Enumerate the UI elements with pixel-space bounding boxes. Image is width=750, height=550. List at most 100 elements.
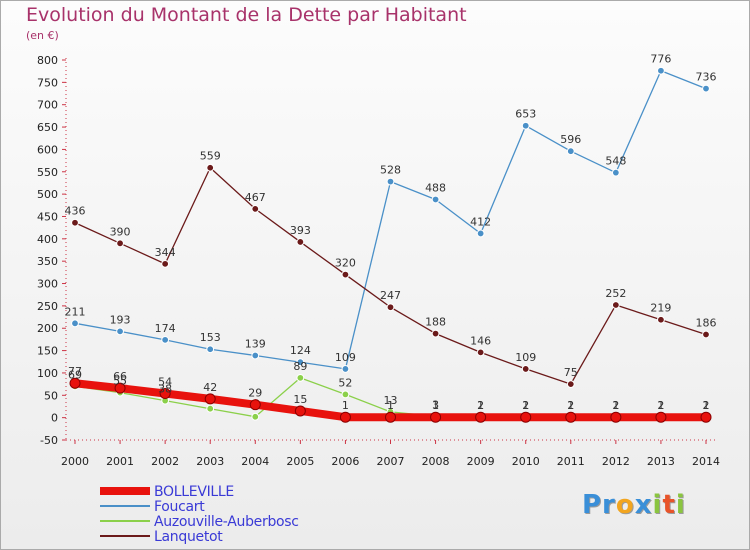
data-label: 320 [335,257,356,270]
y-tick-label: 350 [37,255,58,268]
data-point [341,270,350,279]
x-tick-label: 2010 [512,455,540,468]
data-label: 596 [560,133,581,146]
data-point [521,121,530,130]
data-label: 653 [515,108,536,121]
data-label: 52 [338,376,352,389]
y-tick-label: 250 [37,300,58,313]
data-label: 66 [113,370,127,383]
data-point [339,411,351,423]
logo-part: i [675,490,686,520]
data-point [206,404,215,413]
data-point [341,365,350,373]
legend-label: Lanquetot [154,529,223,545]
data-label: 412 [470,215,491,228]
data-point [206,163,215,172]
legend-label: Auzouville-Auberbosc [154,514,299,530]
y-tick-label: 450 [37,210,58,223]
data-point [430,411,442,423]
data-point [69,377,81,389]
data-label: 247 [380,289,401,302]
x-tick-label: 2002 [151,455,179,468]
data-point [341,390,350,399]
data-label: 1 [612,399,619,412]
logo-part: Pr [582,490,616,520]
x-tick-label: 2014 [692,455,720,468]
x-tick-label: 2006 [331,455,359,468]
data-label: 124 [290,344,311,357]
data-label: 1 [657,399,664,412]
legend-swatch-bolleville [100,487,150,495]
data-point [116,327,124,336]
x-tick-label: 2004 [241,455,269,468]
data-point [385,411,396,423]
data-point [251,351,260,360]
data-label: 1 [477,399,484,412]
data-label: 54 [158,376,172,389]
data-label: 2 [567,399,574,412]
data-label: 1 [342,399,349,412]
data-label: 1 [387,399,394,412]
series-line-lanquetot [74,167,707,385]
chart-title: Evolution du Montant de la Dette par Hab… [26,4,467,26]
data-label: 1 [703,399,710,412]
data-point [386,177,395,186]
y-tick-label: 200 [37,322,58,335]
x-tick-label: 2005 [286,455,314,468]
data-label: 13 [384,394,398,407]
data-label: 467 [245,191,266,204]
data-label: 344 [155,246,176,259]
data-label: 252 [605,287,626,300]
data-label: 55 [113,375,127,388]
chart-subtitle: (en €) [26,29,59,42]
data-point [521,365,530,373]
x-tick-label: 2003 [196,455,224,468]
data-label: 77 [68,365,82,378]
data-label: 188 [425,316,446,329]
data-label: 436 [65,205,86,218]
y-tick-label: 600 [37,143,58,156]
data-label: 109 [335,351,356,364]
x-tick-label: 2000 [61,455,89,468]
x-tick-label: 2008 [422,455,450,468]
data-point [294,405,306,417]
data-point [700,411,712,423]
data-label: 736 [696,71,717,84]
y-tick-label: 800 [37,54,58,67]
x-tick-label: 2001 [106,455,134,468]
data-point [296,238,305,246]
data-point [161,335,170,344]
data-point [204,393,216,405]
data-point [702,84,710,93]
y-tick-label: 100 [37,367,58,380]
data-point [476,348,485,357]
y-tick-label: 750 [37,76,58,89]
data-point [610,411,622,423]
data-point [702,330,710,339]
data-label: 29 [248,387,262,400]
data-point [520,411,532,423]
data-label: 193 [110,313,131,326]
data-label: 390 [110,225,131,238]
legend-swatch-auzouville [100,520,150,522]
data-point [206,345,215,354]
data-point [566,380,575,389]
data-point [71,218,79,227]
data-label: 776 [650,53,671,66]
data-point [657,66,665,75]
y-tick-label: 550 [37,166,58,179]
data-label: 219 [650,302,671,315]
data-point [657,315,665,324]
data-label: 2 [522,399,529,412]
x-tick-label: 2007 [377,455,405,468]
data-label: 393 [290,224,311,237]
data-label: 174 [155,322,176,335]
data-point [159,388,171,400]
y-tick-label: 650 [37,121,58,134]
logo-part: t [662,490,676,520]
data-point [565,411,577,423]
data-label: 89 [293,360,307,373]
data-label: 2 [477,399,484,412]
x-tick-label: 2011 [557,455,585,468]
